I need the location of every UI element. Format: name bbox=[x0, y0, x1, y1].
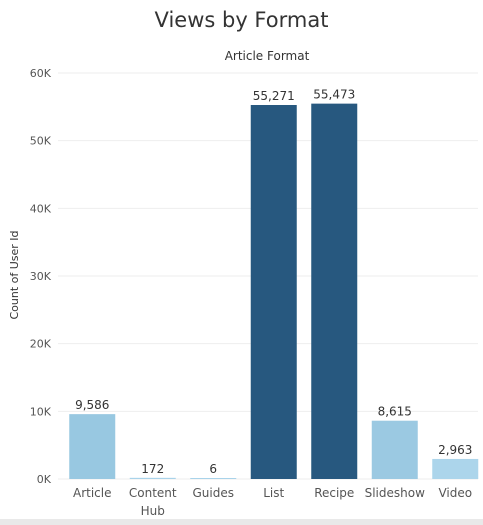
bar-value-label: 6 bbox=[209, 462, 217, 476]
x-tick-label: List bbox=[263, 486, 284, 500]
bar[interactable] bbox=[311, 103, 358, 480]
y-tick-label: 10K bbox=[30, 405, 52, 418]
y-tick-label: 60K bbox=[30, 67, 52, 80]
bar-value-label: 172 bbox=[141, 462, 164, 476]
x-tick-label: Guides bbox=[193, 486, 235, 500]
bar-value-label: 2,963 bbox=[438, 443, 472, 457]
bottom-scroll-band bbox=[0, 519, 483, 525]
bar-value-label: 55,473 bbox=[313, 88, 355, 102]
y-tick-label: 40K bbox=[30, 202, 52, 215]
bar[interactable] bbox=[190, 478, 237, 479]
chart-title: Views by Format bbox=[154, 8, 329, 32]
y-tick-label: 0K bbox=[37, 473, 52, 486]
y-axis-title: Count of User Id bbox=[8, 230, 21, 319]
bar-value-label: 8,615 bbox=[378, 405, 412, 419]
y-tick-label: 50K bbox=[30, 135, 52, 148]
column-header: Article Format bbox=[225, 49, 310, 63]
bar[interactable] bbox=[371, 420, 418, 479]
y-tick-label: 20K bbox=[30, 338, 52, 351]
x-tick-label: Article bbox=[73, 486, 112, 500]
x-tick-label: Content Hub bbox=[129, 486, 177, 518]
bar-value-label: 9,586 bbox=[75, 398, 109, 412]
x-tick-label: Slideshow bbox=[365, 486, 425, 500]
bar[interactable] bbox=[432, 458, 479, 479]
x-tick-label: Video bbox=[438, 486, 472, 500]
y-tick-label: 30K bbox=[30, 270, 52, 283]
bar[interactable] bbox=[129, 477, 176, 479]
bar[interactable] bbox=[250, 104, 297, 479]
bar-value-label: 55,271 bbox=[253, 89, 295, 103]
x-tick-label: Recipe bbox=[314, 486, 354, 500]
bar[interactable] bbox=[69, 414, 116, 479]
